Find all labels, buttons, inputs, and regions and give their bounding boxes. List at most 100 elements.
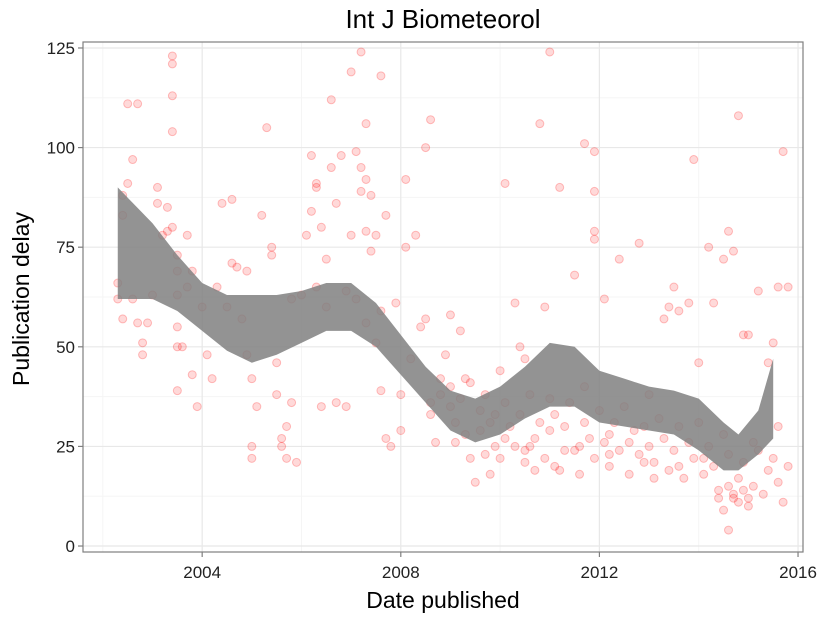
data-point xyxy=(699,469,709,479)
data-point xyxy=(768,338,778,348)
data-point xyxy=(172,322,182,332)
data-point xyxy=(267,242,277,252)
data-point xyxy=(167,222,177,232)
data-point xyxy=(783,461,793,471)
data-point xyxy=(674,461,684,471)
data-point xyxy=(401,174,411,184)
data-point xyxy=(242,266,252,276)
data-point xyxy=(440,350,450,360)
y-tick-label: 75 xyxy=(56,238,75,257)
data-point xyxy=(748,481,758,491)
data-point xyxy=(162,202,172,212)
data-point xyxy=(133,99,143,109)
data-point xyxy=(570,445,580,455)
data-point xyxy=(401,242,411,252)
data-point xyxy=(351,147,361,157)
data-point xyxy=(649,473,659,483)
data-point xyxy=(535,418,545,428)
data-point xyxy=(624,437,634,447)
data-point xyxy=(455,326,465,336)
data-point xyxy=(376,386,386,396)
data-point xyxy=(719,505,729,515)
data-point xyxy=(356,47,366,57)
confidence-band xyxy=(117,187,774,471)
data-point xyxy=(306,151,316,161)
x-tick-label: 2008 xyxy=(382,563,420,582)
data-point xyxy=(560,421,570,431)
data-point xyxy=(431,437,441,447)
major-gridlines xyxy=(83,42,803,552)
data-point xyxy=(743,493,753,503)
data-point xyxy=(589,186,599,196)
data-point xyxy=(421,143,431,153)
data-point xyxy=(728,489,738,499)
data-point xyxy=(614,445,624,455)
x-tick-label: 2016 xyxy=(779,563,817,582)
data-point xyxy=(138,350,148,360)
data-point xyxy=(768,453,778,463)
data-point xyxy=(316,402,326,412)
data-point xyxy=(778,497,788,507)
data-point xyxy=(123,99,133,109)
data-point xyxy=(545,47,555,57)
data-point xyxy=(326,163,336,173)
data-point xyxy=(555,182,565,192)
data-point xyxy=(366,190,376,200)
y-tick-label: 0 xyxy=(66,537,75,556)
data-point xyxy=(550,410,560,420)
data-point xyxy=(416,322,426,332)
data-point xyxy=(540,302,550,312)
y-tick-label: 25 xyxy=(56,437,75,456)
smooth-band xyxy=(117,187,774,471)
data-point xyxy=(177,342,187,352)
data-point xyxy=(391,298,401,308)
data-point xyxy=(733,497,743,507)
data-point xyxy=(535,119,545,129)
data-point xyxy=(500,178,510,188)
data-point xyxy=(520,457,530,467)
data-point xyxy=(202,350,212,360)
data-point xyxy=(555,465,565,475)
data-point xyxy=(172,386,182,396)
data-point xyxy=(128,155,138,165)
data-point xyxy=(207,374,217,384)
data-point xyxy=(589,147,599,157)
data-point xyxy=(311,178,321,188)
data-point xyxy=(763,465,773,475)
data-point xyxy=(282,421,292,431)
data-point xyxy=(371,230,381,240)
data-point xyxy=(664,302,674,312)
data-point xyxy=(356,186,366,196)
data-point xyxy=(520,445,530,455)
data-point xyxy=(426,410,436,420)
data-point xyxy=(589,234,599,244)
data-point xyxy=(733,473,743,483)
data-point xyxy=(426,115,436,125)
data-point xyxy=(232,262,242,272)
data-point xyxy=(247,453,257,463)
y-tick-label: 125 xyxy=(47,39,75,58)
data-point xyxy=(560,445,570,455)
data-point xyxy=(724,226,734,236)
data-point xyxy=(599,437,609,447)
data-point xyxy=(257,210,267,220)
data-point xyxy=(167,59,177,69)
data-point xyxy=(311,182,321,192)
data-point xyxy=(743,501,753,511)
data-point xyxy=(356,163,366,173)
data-point xyxy=(227,258,237,268)
data-point xyxy=(773,282,783,292)
data-point xyxy=(589,226,599,236)
data-point xyxy=(331,198,341,208)
data-point xyxy=(540,453,550,463)
data-point xyxy=(217,198,227,208)
data-point xyxy=(614,254,624,264)
data-point xyxy=(187,370,197,380)
data-point xyxy=(470,477,480,487)
data-point xyxy=(341,402,351,412)
data-point xyxy=(733,111,743,121)
data-point xyxy=(450,437,460,447)
data-point xyxy=(172,342,182,352)
data-point xyxy=(570,270,580,280)
